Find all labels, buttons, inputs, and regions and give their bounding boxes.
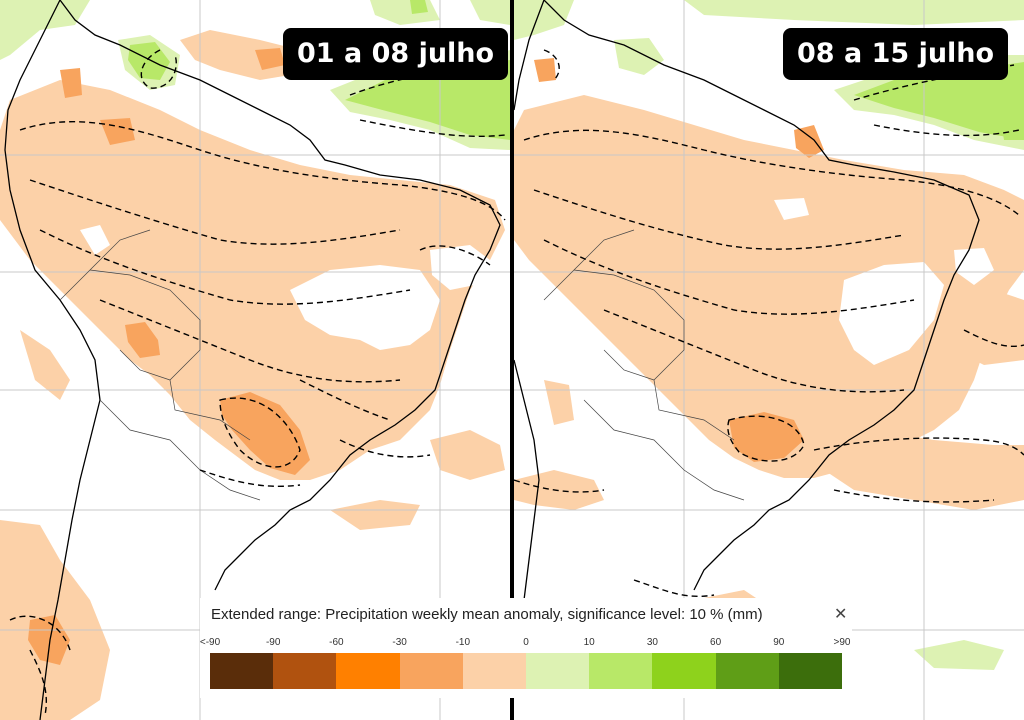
legend-swatch: [778, 653, 843, 689]
color-legend: Extended range: Precipitation weekly mea…: [200, 598, 852, 698]
legend-tick-label: -10: [455, 637, 471, 648]
legend-swatch: [589, 653, 653, 689]
period-label-week-2: 08 a 15 julho: [783, 28, 1009, 80]
period-label-week-1: 01 a 08 julho: [283, 28, 509, 80]
legend-swatch: [399, 653, 464, 689]
legend-tick-label: -60: [329, 637, 344, 648]
dry-anomaly-areas-medium: [28, 48, 310, 665]
legend-tick-label: 90: [773, 637, 785, 648]
close-icon[interactable]: ✕: [834, 604, 848, 623]
significance-contours: [9, 49, 506, 716]
legend-title: Extended range: Precipitation weekly mea…: [211, 606, 763, 623]
legend-swatch: [526, 653, 590, 689]
legend-tick-label: 0: [523, 637, 529, 648]
legend-swatch: [715, 653, 780, 689]
dry-anomaly-areas-medium: [534, 58, 824, 462]
legend-swatch: [336, 653, 401, 689]
legend-tick-label: 10: [583, 637, 595, 648]
wet-anomaly-areas-medium: [854, 62, 1024, 140]
legend-swatch: [462, 653, 527, 689]
precipitation-anomaly-map: [0, 0, 510, 720]
dry-anomaly-areas: [0, 30, 505, 720]
wet-anomaly-areas-medium: [128, 0, 510, 140]
legend-tick-label: 60: [710, 637, 722, 648]
country-borders: [59, 229, 261, 501]
map-panel-week-1: 01 a 08 julho: [0, 0, 510, 720]
panel-divider: [510, 0, 514, 720]
legend-tick-label: >90: [833, 637, 851, 648]
legend-swatch: [210, 653, 274, 689]
legend-tick-label: -90: [265, 637, 281, 648]
legend-tick-label: -30: [392, 637, 407, 648]
neutral-areas: [80, 225, 490, 350]
coastline: [4, 0, 501, 720]
legend-swatch: [652, 653, 717, 689]
country-borders: [543, 229, 745, 501]
legend-tick-label: <-90: [199, 637, 221, 648]
legend-swatch: [273, 653, 337, 689]
legend-tick-label: 30: [646, 637, 658, 648]
neutral-areas: [774, 198, 994, 365]
